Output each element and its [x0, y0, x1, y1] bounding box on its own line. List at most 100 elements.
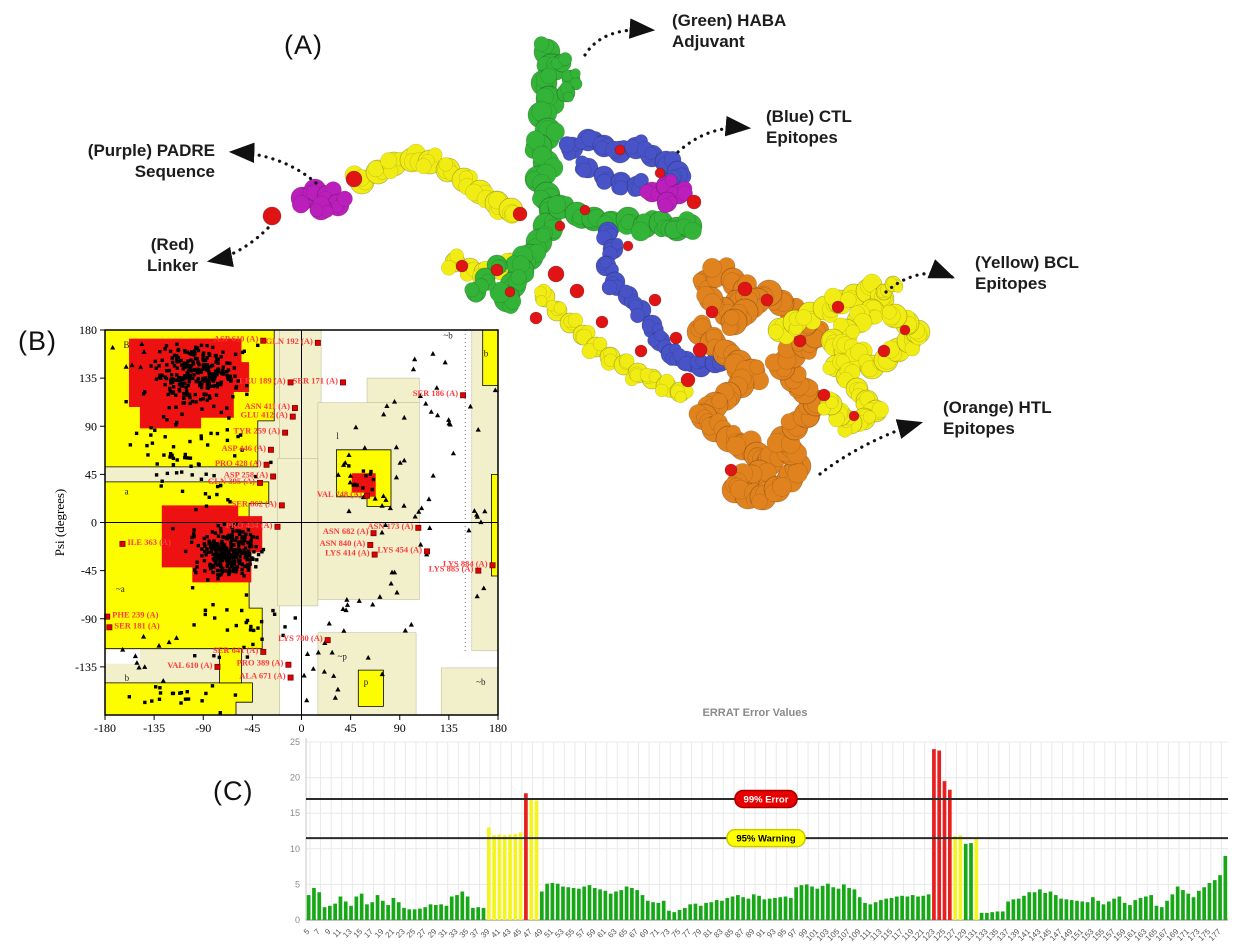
residue-label: ASN 840 (A): [319, 538, 365, 548]
y-tick-label: 25: [290, 737, 300, 747]
residue-marker: [367, 542, 374, 548]
residue-label: LYS 884 (A): [443, 558, 488, 568]
residue-label: VAL 748 (A): [317, 489, 362, 499]
residue-marker: [278, 502, 285, 509]
residue-marker: [106, 624, 113, 631]
residue-marker: [287, 674, 294, 681]
annotation-line: (Blue) CTL: [766, 107, 852, 126]
residue-marker: [274, 523, 281, 530]
arrow-linker: [206, 226, 270, 268]
y-tick-label: 20: [290, 773, 300, 783]
x-tick-label: 90: [394, 721, 406, 735]
residue-label: SER 862 (A): [232, 498, 278, 508]
residue-label: ASP 610 (A): [214, 334, 259, 344]
residue-label: ASP 258 (A): [224, 470, 269, 480]
annotation-line: (Yellow) BCL: [975, 253, 1079, 272]
errat-bars: [306, 749, 1228, 920]
panel-c-label: (C): [213, 776, 254, 806]
residue-marker: [370, 530, 377, 537]
residue-label: ALA 671 (A): [239, 671, 285, 681]
x-tick-label: 7: [312, 927, 322, 937]
annotation-haba-adjuvant: (Green) HABA Adjuvant: [672, 10, 786, 53]
residue-marker: [292, 405, 298, 412]
threshold-badge-label: 95% Warning: [736, 834, 795, 845]
residue-label: LYS 454 (A): [377, 544, 422, 554]
residue-label: SER 181 (A): [114, 620, 160, 630]
annotation-bcl-epitopes: (Yellow) BCL Epitopes: [975, 252, 1079, 295]
annotation-line: (Green) HABA: [672, 11, 787, 30]
arrow-haba: [583, 18, 656, 57]
y-tick-label: 10: [290, 844, 300, 854]
residue-label: PRO 434 (A): [226, 520, 273, 530]
arrow-htl: [818, 419, 924, 476]
residue-label: PRO 428 (A): [215, 458, 262, 468]
residue-marker: [460, 392, 467, 399]
region-letter: a: [125, 487, 129, 497]
y-tick-label: 135: [79, 371, 97, 385]
residue-marker: [260, 337, 267, 344]
residue-marker: [371, 551, 378, 558]
residue-label: LYS 780 (A): [278, 633, 323, 643]
annotation-ctl-epitopes: (Blue) CTL Epitopes: [766, 106, 852, 149]
residue-marker: [257, 479, 263, 486]
y-tick-label: -90: [81, 612, 97, 626]
chart-title: ERRAT Error Values: [703, 707, 808, 719]
x-tick-label: -45: [244, 721, 260, 735]
region-letter: ~b: [476, 677, 486, 687]
annotation-red-linker: (Red) Linker: [147, 234, 198, 277]
region-letter: p: [364, 677, 369, 687]
y-axis-title: Psi (degrees): [52, 489, 67, 557]
annotation-padre-sequence: (Purple) PADRE Sequence: [88, 140, 215, 183]
region-letter: ~a: [116, 584, 125, 594]
residue-marker: [489, 562, 496, 569]
residue-marker: [424, 548, 430, 555]
y-tick-label: 45: [85, 467, 97, 481]
annotation-line: Epitopes: [943, 419, 1015, 439]
y-tick-label: -45: [81, 564, 97, 578]
annotation-line: Linker: [146, 256, 198, 276]
region-letter: l: [336, 431, 339, 441]
residue-label: LYS 414 (A): [325, 548, 370, 558]
residue-label: SER 186 (A): [413, 388, 459, 398]
residue-marker: [289, 413, 296, 420]
y-tick-label: 180: [79, 323, 97, 337]
y-tick-label: 5: [295, 879, 300, 889]
arrow-bcl: [884, 259, 955, 294]
residue-label: ASP 446 (A): [222, 443, 267, 453]
annotation-line: Epitopes: [766, 128, 838, 148]
region-letter: ~p: [338, 651, 348, 661]
threshold-badge: [734, 789, 798, 809]
residue-marker: [415, 524, 422, 531]
residue-marker: [287, 379, 294, 386]
residue-label: ILE 363 (A): [127, 537, 171, 547]
residue-label: ASN 173 (A): [367, 521, 413, 531]
residue-label: GLU 412 (A): [241, 410, 288, 420]
annotation-line: (Orange) HTL: [943, 398, 1052, 417]
y-tick-label: 0: [91, 516, 97, 530]
residue-label: PHE 239 (A): [112, 610, 158, 620]
residue-label: GLN 395 (A): [208, 476, 255, 486]
annotation-line: (Purple) PADRE: [87, 141, 215, 160]
residue-marker: [214, 663, 221, 670]
residue-label: VAL 610 (A): [167, 660, 212, 670]
residue-label: GLN 192 (A): [266, 336, 313, 346]
annotation-line: (Red): [150, 235, 195, 254]
threshold-badge-label: 99% Error: [744, 794, 789, 805]
region-letter: B: [124, 340, 130, 350]
x-tick-label: 45: [345, 721, 357, 735]
y-tick-label: 15: [290, 808, 300, 818]
residue-marker: [270, 473, 277, 480]
x-tick-label: 0: [299, 721, 305, 735]
residue-marker: [282, 429, 289, 436]
region-letter: b: [484, 349, 489, 359]
residue-label: SER 641 (A): [213, 645, 259, 655]
x-tick-label: -90: [195, 721, 211, 735]
panel-a-label: (A): [284, 30, 323, 60]
residue-marker: [475, 567, 482, 574]
y-tick-label: -135: [75, 660, 97, 674]
residue-label: LYS 885 (A): [429, 564, 474, 574]
residue-marker: [260, 648, 267, 655]
residue-label: LEU 189 (A): [239, 375, 285, 385]
